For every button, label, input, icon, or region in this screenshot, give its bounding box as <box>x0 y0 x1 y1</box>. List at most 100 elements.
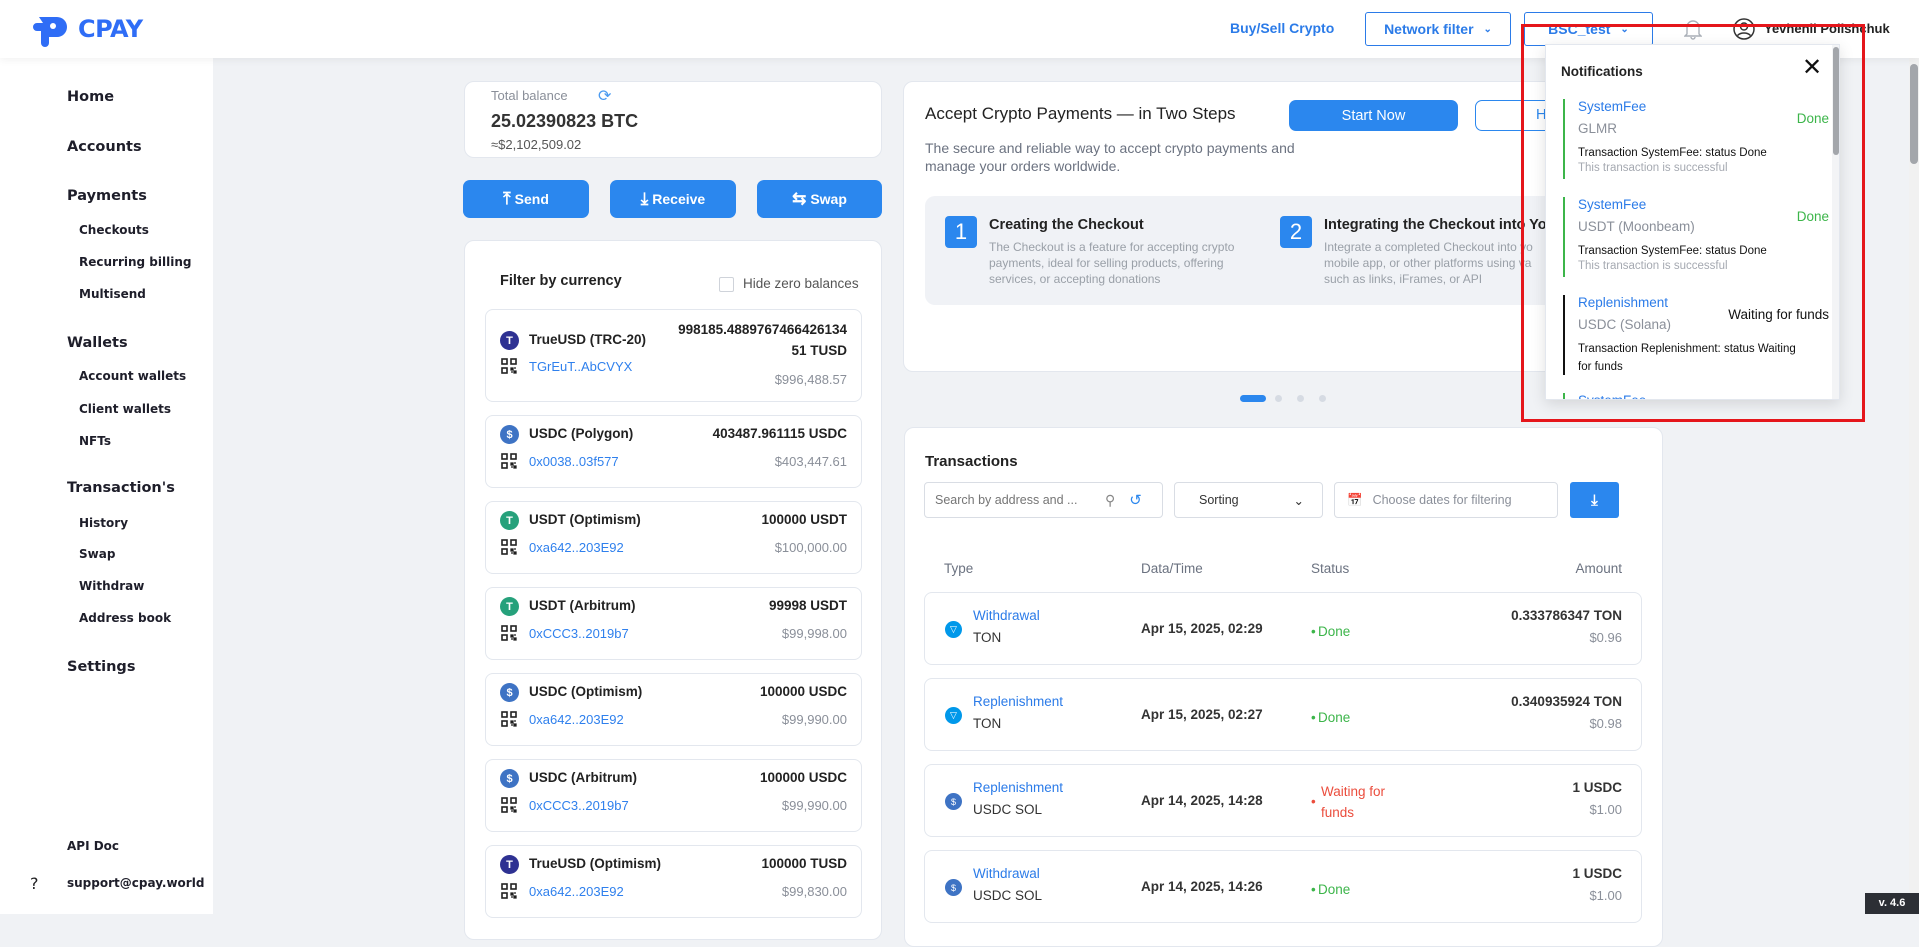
currency-amount: 100000 USDT <box>761 512 847 527</box>
hide-zero-balances-label[interactable]: Hide zero balances <box>743 276 859 291</box>
carousel-dot-active[interactable] <box>1240 395 1266 402</box>
send-button[interactable]: ⤒ Send <box>463 180 589 218</box>
sidebar-item-history[interactable]: History <box>0 510 213 536</box>
transaction-status: • Done <box>1311 707 1401 728</box>
transaction-row[interactable]: ▽ Withdrawal TON Apr 15, 2025, 02:29 • Done 0.… <box>924 592 1642 665</box>
network-select-dropdown[interactable]: BSC_test ⌄ <box>1524 12 1653 46</box>
support-email-link[interactable]: ? support@cpay.world <box>0 870 213 896</box>
promo-title: Accept Crypto Payments — in Two Steps <box>925 104 1236 123</box>
notification-item[interactable]: Replenishment USDC (Solana) Transaction Re… <box>1563 295 1829 375</box>
notifications-scrollbar[interactable] <box>1832 45 1839 399</box>
sidebar-item-recurring-billing[interactable]: Recurring billing <box>0 249 213 275</box>
network-filter-dropdown[interactable]: Network filter ⌄ <box>1365 12 1511 46</box>
wallet-address-link[interactable]: 0xa642..203E92 <box>529 884 624 899</box>
wallet-address-link[interactable]: 0xa642..203E92 <box>529 540 624 555</box>
reset-icon[interactable]: ↺ <box>1129 492 1142 509</box>
search-field[interactable]: ⚲ ↺ <box>924 482 1163 518</box>
refresh-icon[interactable]: ⟳ <box>598 88 612 105</box>
currency-name: USDT (Arbitrum) <box>529 598 636 613</box>
currency-item[interactable]: $ USDC (Arbitrum) 0xCCC3..2019b7 100000 USD… <box>485 759 862 832</box>
transaction-row[interactable]: $ Replenishment USDC SOL Apr 14, 2025, 14:2… <box>924 764 1642 837</box>
qr-code-icon[interactable] <box>501 358 517 374</box>
sorting-dropdown[interactable]: Sorting ⌄ <box>1174 482 1323 518</box>
sidebar-item-home[interactable]: Home <box>0 84 213 110</box>
sidebar-item-checkouts[interactable]: Checkouts <box>0 217 213 243</box>
chevron-down-icon: ⌄ <box>1620 23 1629 35</box>
hide-zero-balances-checkbox[interactable] <box>719 277 734 292</box>
wallet-address-link[interactable]: 0xa642..203E92 <box>529 712 624 727</box>
wallet-address-link[interactable]: TGrEuT..AbCVYX <box>529 359 633 374</box>
wallet-address-link[interactable]: 0x0038..03f577 <box>529 454 619 469</box>
user-avatar-icon[interactable] <box>1733 18 1755 40</box>
transaction-row[interactable]: $ Withdrawal USDC SOL Apr 14, 2025, 14:26 • D… <box>924 850 1642 923</box>
currency-item[interactable]: T USDT (Arbitrum) 0xCCC3..2019b7 99998 USDT… <box>485 587 862 660</box>
transaction-row[interactable]: ▽ Replenishment TON Apr 15, 2025, 02:27 • Don… <box>924 678 1642 751</box>
currency-item[interactable]: T TrueUSD (TRC-20) TGrEuT..AbCVYX 998185.48… <box>485 309 862 402</box>
qr-code-icon[interactable] <box>501 797 517 813</box>
transaction-type-link[interactable]: Withdrawal <box>973 866 1040 881</box>
bell-icon[interactable] <box>1684 18 1702 40</box>
notification-item[interactable]: SystemFee USDT (Moonbeam) Transaction Syst… <box>1563 197 1829 277</box>
logo-text: CPAY <box>78 15 143 43</box>
swap-arrows-icon: ⇆ <box>792 189 807 208</box>
close-icon[interactable]: ✕ <box>1802 54 1823 81</box>
notification-message: Transaction SystemFee: status Done <box>1578 147 1767 159</box>
wallet-address-link[interactable]: 0xCCC3..2019b7 <box>529 626 629 641</box>
qr-code-icon[interactable] <box>501 883 517 899</box>
receive-button[interactable]: ⤓ Receive <box>610 180 736 218</box>
qr-code-icon[interactable] <box>501 453 517 469</box>
carousel-dot[interactable] <box>1319 395 1326 402</box>
notifications-title: Notifications <box>1561 64 1643 79</box>
carousel-dot[interactable] <box>1275 395 1282 402</box>
sidebar-item-label: Transaction's <box>67 480 175 496</box>
sidebar-item-client-wallets[interactable]: Client wallets <box>0 396 213 422</box>
gear-icon <box>30 658 50 676</box>
sidebar-item-accounts[interactable]: Accounts <box>0 134 213 160</box>
cpay-logo-icon[interactable] <box>33 13 69 47</box>
buy-sell-crypto-link[interactable]: Buy/Sell Crypto <box>1230 20 1335 36</box>
sidebar-item-swap[interactable]: Swap <box>0 541 213 567</box>
coin-icon: $ <box>500 769 519 788</box>
qr-code-icon[interactable] <box>501 539 517 555</box>
date-range-picker[interactable]: 📅 Choose dates for filtering <box>1334 482 1558 518</box>
currency-item[interactable]: $ USDC (Optimism) 0xa642..203E92 100000 USD… <box>485 673 862 746</box>
sidebar-item-payments[interactable]: Payments <box>0 183 213 209</box>
transaction-type-link[interactable]: Replenishment <box>973 694 1064 709</box>
search-input[interactable] <box>935 493 1095 507</box>
sidebar-item-address-book[interactable]: Address book <box>0 605 213 631</box>
search-icon[interactable]: ⚲ <box>1105 491 1116 508</box>
status-text: Done <box>1318 882 1351 897</box>
sidebar-item-wallets[interactable]: Wallets <box>0 330 213 356</box>
notification-item[interactable]: SystemFee GLMR Transaction SystemFee: stat… <box>1563 99 1829 179</box>
sidebar-item-nfts[interactable]: NFTs <box>0 428 213 454</box>
sidebar-item-multisend[interactable]: Multisend <box>0 281 213 307</box>
currency-usd-value: $996,488.57 <box>774 372 847 387</box>
currency-item[interactable]: $ USDC (Polygon) 0x0038..03f577 403487.9611… <box>485 415 862 488</box>
usdc-coin-icon: $ <box>945 793 962 810</box>
sidebar-item-transaction-s[interactable]: Transaction's <box>0 475 213 501</box>
api-doc-link[interactable]: API Doc <box>0 833 213 859</box>
swap-button[interactable]: ⇆ Swap <box>757 180 882 218</box>
page-scrollbar[interactable] <box>1909 58 1919 914</box>
start-now-button[interactable]: Start Now <box>1289 100 1458 131</box>
sidebar-item-label: Checkouts <box>79 223 149 237</box>
transaction-date: Apr 15, 2025, 02:29 <box>1141 621 1263 636</box>
currency-item[interactable]: T USDT (Optimism) 0xa642..203E92 100000 USD… <box>485 501 862 574</box>
notification-item[interactable]: SystemFee <box>1563 393 1813 399</box>
sidebar-item-account-wallets[interactable]: Account wallets <box>0 363 213 389</box>
steps-box: 1 Creating the Checkout The Checkout is … <box>925 196 1645 305</box>
notification-status: Done <box>1796 209 1829 224</box>
currency-item[interactable]: T TrueUSD (Optimism) 0xa642..203E92 100000 … <box>485 845 862 918</box>
carousel-dot[interactable] <box>1297 395 1304 402</box>
wallet-address-link[interactable]: 0xCCC3..2019b7 <box>529 798 629 813</box>
transaction-type-link[interactable]: Withdrawal <box>973 608 1040 623</box>
sidebar-item-settings[interactable]: Settings <box>0 654 213 680</box>
user-name[interactable]: Yevhenii Polishchuk <box>1764 21 1890 36</box>
currency-usd-value: $99,830.00 <box>781 884 847 899</box>
sidebar-item-label: Payments <box>67 188 147 204</box>
sidebar-item-withdraw[interactable]: Withdraw <box>0 573 213 599</box>
qr-code-icon[interactable] <box>501 625 517 641</box>
download-button[interactable]: ⤓ <box>1570 482 1619 518</box>
transaction-type-link[interactable]: Replenishment <box>973 780 1064 795</box>
qr-code-icon[interactable] <box>501 711 517 727</box>
